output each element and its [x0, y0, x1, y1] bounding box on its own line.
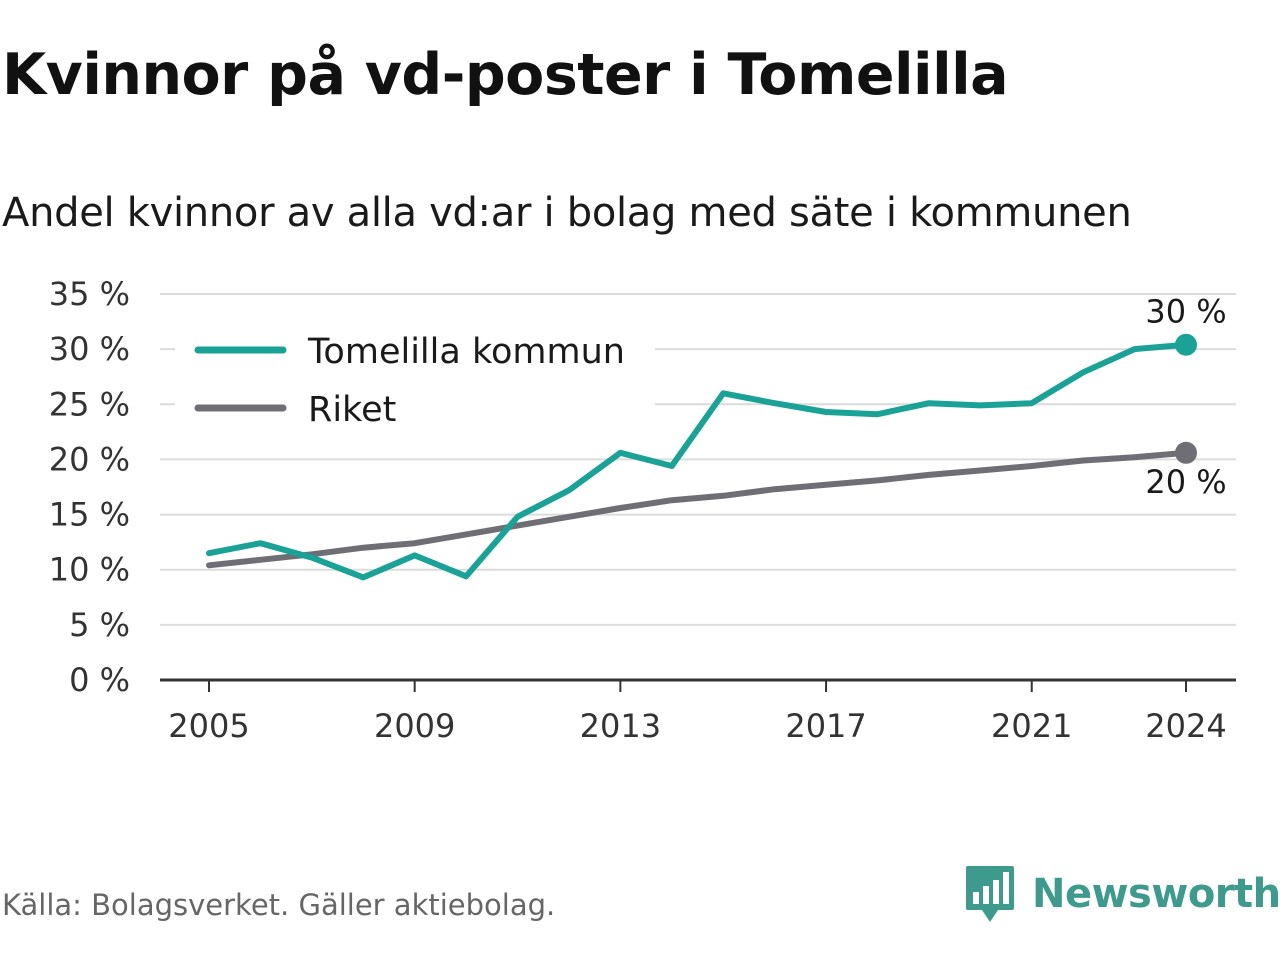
x-tick-label: 2017 — [785, 707, 866, 745]
series-line — [206, 341, 1189, 581]
x-tick-label: 2009 — [374, 707, 455, 745]
x-tick-label: 2024 — [1145, 707, 1226, 745]
x-tick-label: 2021 — [991, 707, 1072, 745]
x-tick-label: 2005 — [168, 707, 249, 745]
y-tick-label: 30 % — [49, 330, 130, 368]
bar-chart-speech-bubble-icon — [966, 866, 1014, 922]
y-tick-label: 25 % — [49, 385, 130, 423]
y-tick-label: 5 % — [69, 606, 130, 644]
y-axis-ticks: 0 % 5 % 10 % 15 % 20 % 25 % 30 % 35 % — [49, 275, 130, 699]
x-tick-label: 2013 — [580, 707, 661, 745]
y-tick-label: 15 % — [49, 496, 130, 534]
end-labels: 30 % 20 % — [1145, 293, 1226, 501]
chart-subtitle: Andel kvinnor av alla vd:ar i bolag med … — [2, 190, 1132, 236]
legend-entry: Tomelilla kommun — [307, 332, 625, 372]
series-line — [206, 449, 1189, 569]
brand-name: Newsworthy — [1032, 871, 1280, 917]
y-tick-label: 10 % — [49, 551, 130, 589]
y-tick-label: 35 % — [49, 275, 130, 313]
series-lines — [206, 333, 1197, 581]
x-axis-ticks: 2005 2009 2013 2017 2021 2024 — [168, 680, 1227, 745]
series-end-label: 20 % — [1145, 463, 1226, 501]
legend: Tomelilla kommun Riket — [175, 318, 655, 430]
series-end-point — [1175, 333, 1197, 356]
brand-logo: Newsworthy — [964, 864, 1280, 924]
legend-entry: Riket — [308, 390, 396, 430]
y-tick-label: 0 % — [69, 661, 130, 699]
series-end-point — [1175, 441, 1197, 464]
series-end-label: 30 % — [1145, 293, 1226, 331]
chart-title: Kvinnor på vd-poster i Tomelilla — [2, 42, 1009, 108]
source-note: Källa: Bolagsverket. Gäller aktiebolag. — [2, 888, 556, 922]
y-tick-label: 20 % — [49, 440, 130, 478]
